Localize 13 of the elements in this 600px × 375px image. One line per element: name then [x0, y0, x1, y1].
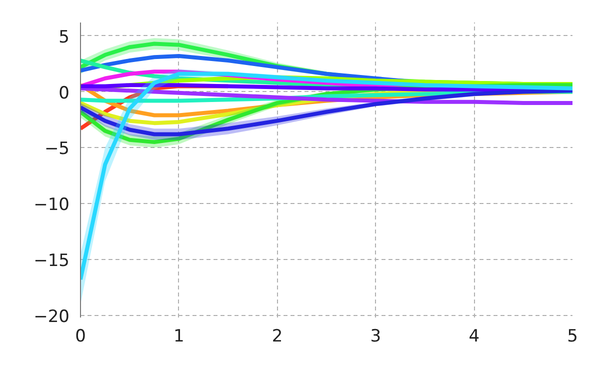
line-series: [80, 86, 572, 105]
y-tick-label: −10: [34, 195, 70, 216]
y-tick-label: −5: [44, 139, 70, 160]
x-tick-label: 1: [173, 326, 184, 346]
y-tick-label: −20: [34, 306, 70, 327]
x-tick-label: 0: [75, 326, 86, 346]
x-tick-label: 3: [370, 326, 382, 346]
y-tick-label: −15: [34, 250, 70, 271]
y-tick-label: 5: [58, 27, 70, 48]
y-tick-label: 0: [58, 83, 70, 104]
x-tick-label: 5: [567, 326, 578, 346]
x-tick-label: 4: [468, 326, 480, 346]
x-tick-label: 2: [272, 326, 283, 346]
